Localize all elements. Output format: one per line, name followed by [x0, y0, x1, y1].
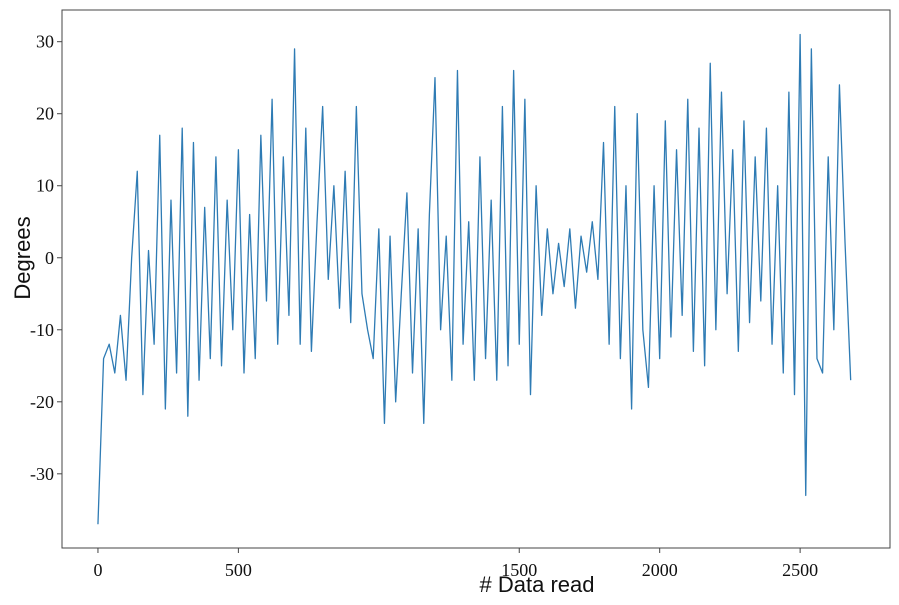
y-tick-label: -10 — [30, 320, 54, 340]
y-tick-label: 20 — [36, 104, 54, 124]
x-tick-label: 2500 — [782, 560, 818, 580]
y-tick-label: 30 — [36, 32, 54, 52]
plot-frame — [61, 9, 891, 549]
x-axis-label: # Data read — [480, 572, 595, 597]
data-line — [97, 33, 852, 525]
x-tick-label: 2000 — [642, 560, 678, 580]
y-tick-label: 10 — [36, 176, 54, 196]
x-tick-label: 1500 — [501, 560, 537, 580]
y-tick-label: 0 — [45, 248, 54, 268]
x-tick-label: 0 — [93, 560, 102, 580]
y-tick-label: -30 — [30, 464, 54, 484]
x-tick-label: 500 — [225, 560, 252, 580]
y-tick-label: -20 — [30, 392, 54, 412]
y-axis-label: Degrees — [10, 216, 35, 299]
